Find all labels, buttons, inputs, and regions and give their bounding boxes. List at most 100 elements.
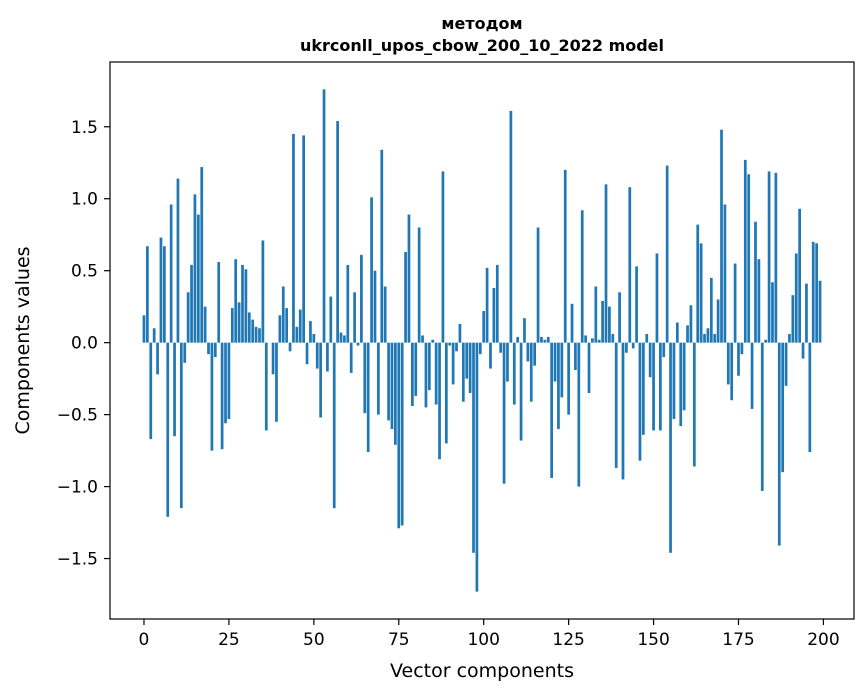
bar-44	[292, 133, 295, 343]
bar-142	[625, 342, 628, 353]
bar-136	[604, 184, 608, 343]
bar-125	[567, 342, 570, 415]
bar-173	[730, 342, 734, 401]
bar-179	[750, 342, 754, 409]
bar-188	[781, 342, 785, 473]
bar-135	[601, 300, 604, 343]
bar-7	[166, 342, 170, 517]
bar-63	[356, 342, 360, 346]
bar-57	[336, 121, 339, 343]
bar-11	[179, 342, 183, 509]
y-tick-label: 1.0	[71, 190, 98, 210]
bar-114	[529, 342, 533, 402]
bar-127	[574, 342, 577, 371]
bar-74	[394, 342, 397, 445]
bar-191	[791, 295, 795, 343]
bar-148	[645, 334, 649, 343]
bar-84	[427, 342, 431, 391]
bar-113	[526, 342, 530, 362]
bar-183	[764, 339, 768, 343]
bar-134	[597, 339, 601, 343]
y-tick-label: 0.0	[71, 334, 98, 354]
bar-190	[788, 334, 791, 343]
bar-15	[193, 194, 197, 343]
x-axis: 0 25 50 75 100 125 150 175 200	[139, 619, 840, 650]
bar-56	[332, 342, 336, 509]
bar-186	[774, 172, 778, 343]
bar-3	[152, 328, 156, 343]
bar-185	[771, 282, 774, 343]
bar-65	[363, 342, 367, 414]
bar-144	[631, 342, 635, 349]
bar-141	[621, 342, 625, 480]
bar-59	[343, 335, 346, 343]
bar-61	[349, 342, 353, 373]
bar-133	[594, 286, 598, 343]
bar-47	[302, 135, 305, 343]
y-tick-label: 1.5	[71, 118, 98, 138]
y-tick-label: −1.0	[57, 478, 98, 498]
y-tick-label: 0.5	[71, 262, 98, 282]
bar-90	[448, 342, 452, 346]
y-axis: −1.5 −1.0 −0.5 0.0 0.5 1.0 1.5	[57, 118, 110, 570]
bar-154	[665, 165, 669, 343]
bar-119	[546, 336, 550, 343]
bar-33	[254, 326, 258, 343]
bar-42	[285, 308, 289, 343]
bar-64	[360, 254, 363, 343]
bar-91	[451, 342, 455, 385]
bar-101	[485, 267, 489, 343]
bar-137	[608, 306, 611, 343]
bar-156	[672, 342, 676, 419]
bar-176	[740, 342, 744, 355]
bar-13	[186, 292, 190, 343]
bar-21	[213, 342, 217, 358]
bar-23	[220, 342, 224, 450]
bar-184	[767, 171, 771, 343]
bar-4	[156, 342, 159, 375]
bar-95	[465, 342, 469, 379]
bar-145	[635, 266, 638, 343]
bar-46	[298, 309, 302, 343]
bar-96	[468, 342, 472, 394]
bar-82	[421, 335, 424, 343]
bar-53	[322, 89, 326, 343]
bar-162	[692, 342, 696, 467]
bar-109	[512, 342, 516, 405]
bar-54	[326, 342, 329, 372]
bar-171	[723, 204, 727, 343]
bar-165	[703, 334, 706, 343]
bar-45	[295, 326, 299, 343]
bar-110	[516, 336, 520, 343]
bar-51	[315, 342, 319, 369]
bar-198	[815, 243, 818, 343]
bar-85	[431, 339, 435, 343]
x-tick-label: 175	[722, 630, 754, 650]
bar-189	[784, 342, 788, 386]
bar-130	[584, 335, 587, 343]
bar-92	[455, 342, 458, 352]
chart-subtitle: ukrconll_upos_cbow_200_10_2022 model	[300, 36, 664, 55]
bar-150	[652, 342, 655, 431]
bar-17	[200, 167, 204, 343]
bar-31	[247, 312, 251, 343]
bar-158	[679, 342, 683, 427]
bar-76	[400, 342, 404, 526]
bar-12	[183, 342, 187, 363]
bar-116	[536, 227, 540, 343]
bar-28	[237, 302, 241, 343]
bar-149	[648, 342, 652, 378]
bar-19	[207, 342, 210, 355]
bar-8	[169, 204, 173, 343]
bar-175	[737, 342, 740, 376]
bar-41	[281, 286, 285, 343]
bar-192	[794, 253, 798, 343]
bar-78	[407, 214, 411, 343]
bar-6	[163, 246, 166, 343]
bar-123	[560, 342, 564, 398]
bar-163	[696, 224, 700, 343]
bar-146	[638, 342, 642, 461]
bar-157	[675, 322, 679, 343]
bar-104	[495, 264, 499, 343]
